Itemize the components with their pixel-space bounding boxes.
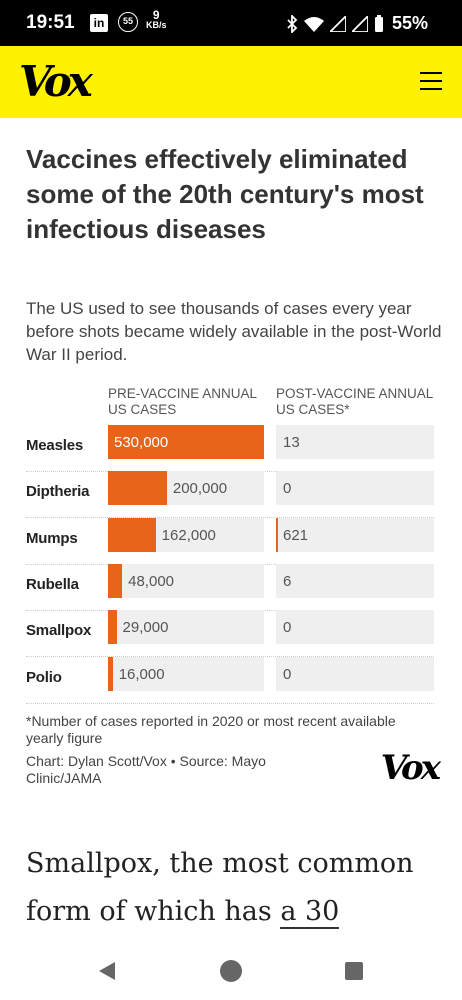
chart-row: Diptheria 200,000 0 — [26, 471, 434, 519]
post-vaccine-bar-track — [276, 656, 434, 691]
pre-vaccine-bar — [108, 425, 264, 459]
disease-label: Mumps — [26, 529, 78, 547]
network-speed-unit: KB/s — [146, 20, 167, 30]
post-vaccine-bar — [276, 517, 278, 552]
pre-vaccine-value: 162,000 — [161, 526, 216, 544]
chart-vox-logo: Vox — [380, 748, 441, 788]
site-header: Vox — [0, 46, 462, 118]
wifi-icon — [303, 16, 324, 32]
chart-row: Smallpox 29,000 0 — [26, 610, 434, 658]
disease-label: Diptheria — [26, 483, 90, 501]
disease-label: Polio — [26, 668, 62, 686]
network-speed-value: 9 — [152, 8, 160, 22]
pre-vaccine-value: 29,000 — [122, 619, 169, 637]
recent-apps-icon[interactable] — [345, 962, 363, 980]
body-text-prefix: Smallpox, the most common form of which … — [26, 848, 414, 927]
disease-label: Rubella — [26, 575, 79, 593]
chart-row: Mumps 162,000 621 — [26, 517, 434, 565]
battery-percent: 55% — [391, 13, 428, 33]
post-vaccine-bar-track — [276, 517, 434, 552]
row-divider — [26, 702, 434, 704]
pre-vaccine-bar-track — [108, 610, 264, 645]
pre-vaccine-bar — [108, 656, 113, 691]
hamburger-menu-icon[interactable] — [420, 72, 442, 90]
notification-badge-icon: 55 — [118, 12, 138, 32]
post-vaccine-value: 0 — [283, 665, 292, 683]
status-bar: 19:51 in 55 9 KB/s 55% — [0, 0, 462, 46]
signal-2-icon — [351, 15, 368, 32]
pre-vaccine-bar-track — [108, 656, 264, 691]
status-right-icons: 55% — [286, 13, 428, 34]
linkedin-icon: in — [90, 14, 108, 32]
pre-vaccine-bar — [108, 610, 117, 645]
pre-vaccine-value: 16,000 — [118, 665, 165, 683]
pre-vaccine-bar — [108, 471, 167, 506]
article-subtitle: The US used to see thousands of cases ev… — [26, 299, 442, 364]
battery-icon — [374, 14, 383, 32]
disease-label: Measles — [26, 437, 83, 454]
pre-vaccine-bar — [108, 517, 156, 552]
pre-vaccine-value: 48,000 — [128, 572, 175, 590]
post-vaccine-value: 6 — [283, 572, 292, 590]
post-vaccine-value: 0 — [283, 619, 292, 637]
home-icon[interactable] — [220, 960, 242, 982]
post-vaccine-bar-track — [276, 471, 434, 506]
back-icon[interactable] — [99, 962, 115, 980]
article-headline: Vaccines effectively eliminated some of … — [26, 144, 424, 244]
post-vaccine-column-header: POST-VACCINE ANNUAL US CASES* — [276, 386, 433, 417]
pre-vaccine-value: 530,000 — [114, 434, 169, 451]
body-text-link[interactable]: a 30 — [280, 896, 340, 929]
chart-row: Measles 530,000 13 — [26, 425, 434, 472]
pre-vaccine-bar — [108, 563, 123, 598]
post-vaccine-value: 0 — [283, 480, 292, 498]
post-vaccine-value: 13 — [283, 434, 300, 451]
signal-icon — [329, 15, 346, 32]
network-speed: 9 KB/s — [146, 8, 167, 30]
android-nav-bar — [0, 940, 462, 1000]
chart-footnote: *Number of cases reported in 2020 or mos… — [26, 713, 396, 746]
bluetooth-icon — [287, 14, 298, 33]
post-vaccine-bar-track — [276, 563, 434, 598]
post-vaccine-value: 621 — [283, 526, 309, 544]
post-vaccine-bar-track — [276, 425, 434, 459]
post-vaccine-bar-track — [276, 610, 434, 645]
vox-logo[interactable]: Vox — [19, 57, 93, 106]
pre-vaccine-column-header: PRE-VACCINE ANNUAL US CASES — [108, 386, 257, 417]
disease-label: Smallpox — [26, 622, 92, 640]
chart-credit: Chart: Dylan Scott/Vox • Source: Mayo Cl… — [26, 753, 266, 786]
pre-vaccine-value: 200,000 — [172, 480, 228, 498]
article-body-text: Smallpox, the most common form of which … — [26, 840, 446, 936]
chart-row: Polio 16,000 0 — [26, 656, 434, 704]
status-time: 19:51 — [26, 12, 75, 33]
pre-vaccine-bar-track — [108, 563, 264, 598]
chart-row: Rubella 48,000 6 — [26, 563, 434, 611]
